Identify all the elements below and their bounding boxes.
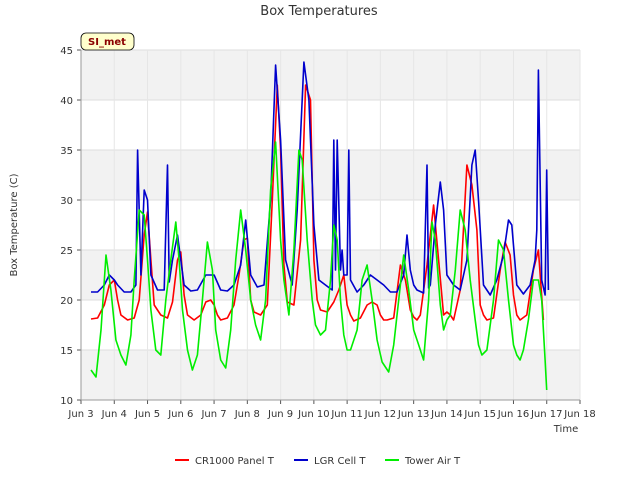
site-tag-box (80, 32, 135, 51)
y-tick-label: 25 (60, 246, 73, 257)
x-tick-label: Jun 10 (297, 409, 330, 420)
x-tick-label: Jun 4 (101, 409, 127, 420)
y-tick-label: 35 (60, 146, 73, 157)
series-lines (90, 61, 550, 391)
chart-title: Box Temperatures (260, 4, 378, 19)
site-tag-label: SI_met (88, 37, 126, 48)
y-axis-label: Box Temperature (C) (9, 173, 20, 276)
y-tick-label: 40 (60, 96, 73, 107)
legend-label: CR1000 Panel T (195, 456, 275, 467)
grid-band (81, 50, 580, 100)
x-tick-label: Jun 8 (234, 409, 260, 420)
y-tick-label: 10 (60, 396, 73, 407)
x-tick-label: Jun 3 (67, 409, 93, 420)
x-tick-label: Jun 5 (134, 409, 160, 420)
legend: CR1000 Panel T LGR Cell T Tower Air T (175, 456, 461, 467)
x-tick-label: Jun 18 (563, 409, 596, 420)
x-tick-label: Jun 16 (497, 409, 530, 420)
grid-band (81, 150, 580, 200)
x-tick-label: Jun 9 (267, 409, 293, 420)
y-tick-label: 20 (60, 296, 73, 307)
y-tick-label: 45 (60, 46, 73, 57)
x-tick-label: Jun 13 (397, 409, 430, 420)
y-tick-label: 15 (60, 346, 73, 357)
x-axis-label: Time (553, 424, 578, 435)
site-tag: SI_met (80, 32, 135, 51)
x-tick-label: Jun 15 (463, 409, 496, 420)
series-line-tower-air-t (90, 141, 548, 391)
x-tick-label: Jun 14 (430, 409, 463, 420)
x-tick-label: Jun 11 (330, 409, 363, 420)
x-tick-label: Jun 12 (364, 409, 397, 420)
x-tick-label: Jun 6 (167, 409, 193, 420)
series-line-lgr-cell-t (91, 61, 550, 296)
legend-label: LGR Cell T (314, 456, 366, 467)
x-tick-label: Jun 7 (200, 409, 226, 420)
series-line-cr1000-panel-t (90, 84, 545, 322)
y-tick-label: 30 (60, 196, 73, 207)
grid-band (81, 350, 580, 400)
legend-label: Tower Air T (404, 456, 461, 467)
axes: 10 15 20 25 30 35 40 45 Jun 3 Jun 4 Jun 5 Jun 6 Jun … (60, 46, 596, 420)
x-tick-label: Jun 17 (530, 409, 563, 420)
